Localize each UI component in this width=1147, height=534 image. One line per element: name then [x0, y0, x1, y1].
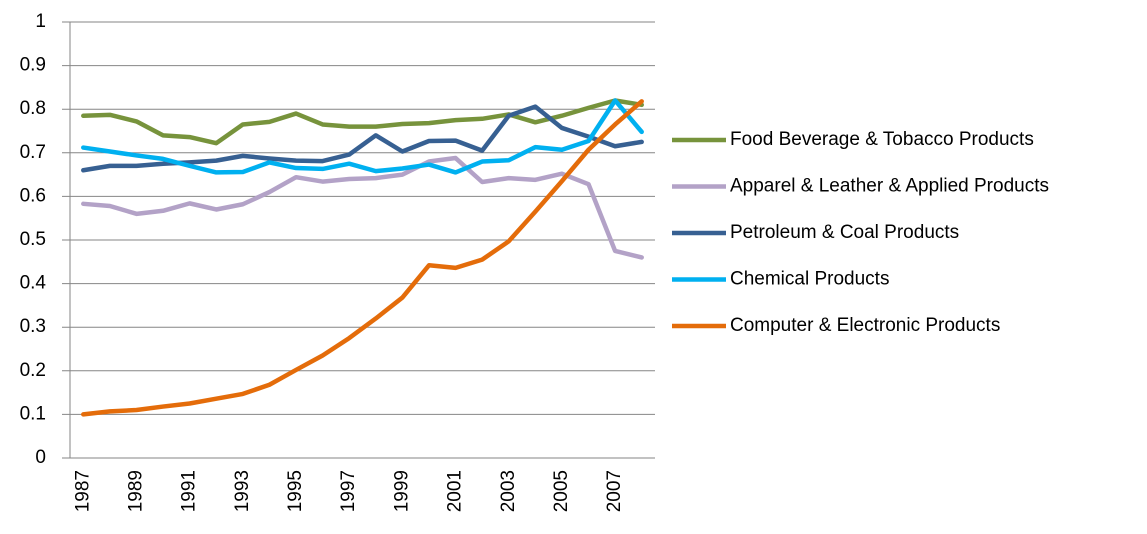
y-tick-label: 0 [35, 447, 46, 468]
y-tick-label: 0.9 [20, 55, 46, 76]
series-line [81, 155, 644, 260]
y-tick-label: 0.4 [20, 273, 47, 294]
legend-label: Apparel & Leather & Applied Products [730, 176, 1049, 197]
legend-label: Computer & Electronic Products [730, 315, 1000, 336]
y-tick-label: 0.7 [20, 142, 46, 163]
series-line [81, 99, 644, 417]
y-tick-label: 0.5 [20, 229, 46, 250]
y-tick-label: 0.6 [20, 185, 46, 206]
x-tick-label: 2007 [604, 470, 625, 512]
y-tick-label: 0.8 [20, 98, 46, 119]
series-line [81, 98, 644, 175]
legend-label: Petroleum & Coal Products [730, 222, 959, 243]
x-tick-label: 1999 [391, 470, 412, 512]
x-tick-label: 2001 [445, 470, 466, 512]
x-tick-label: 2003 [498, 470, 519, 512]
legend-label: Chemical Products [730, 269, 889, 290]
legend-label: Food Beverage & Tobacco Products [730, 129, 1034, 150]
y-tick-label: 0.3 [20, 316, 46, 337]
y-tick-label: 0.1 [20, 403, 46, 424]
x-tick-label: 1991 [179, 470, 200, 512]
x-tick-label: 1989 [125, 470, 146, 512]
series-line [81, 98, 644, 146]
y-tick-label: 0.2 [20, 360, 46, 381]
x-tick-label: 1995 [285, 470, 306, 512]
x-tick-label: 1993 [232, 470, 253, 512]
x-tick-label: 2005 [551, 470, 572, 512]
x-tick-label: 1997 [338, 470, 359, 512]
y-tick-label: 1 [35, 11, 46, 32]
x-tick-label: 1987 [72, 470, 93, 512]
